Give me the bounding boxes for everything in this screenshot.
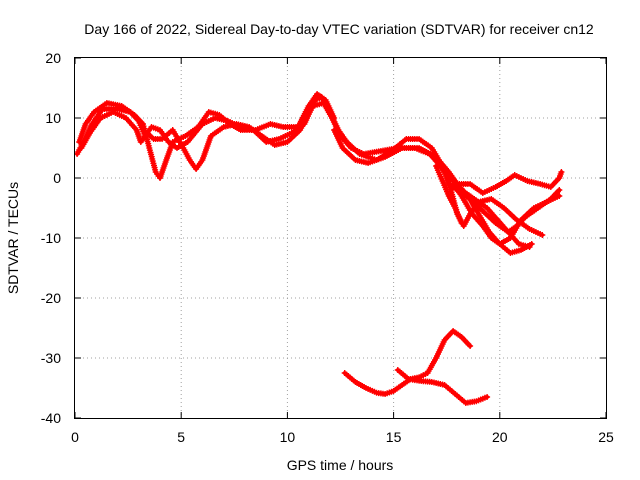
y-axis-label: SDTVAR / TECUs	[5, 182, 21, 294]
x-tick-label: 20	[492, 429, 508, 445]
series-markers	[76, 91, 338, 181]
y-tick-label: 20	[45, 50, 61, 66]
x-tick-labels: 0 5 10 15 20 25	[71, 429, 614, 445]
y-tick-labels: -40 -30 -20 -10 0 10 20	[41, 50, 61, 426]
chart-title: Day 166 of 2022, Sidereal Day-to-day VTE…	[84, 21, 594, 37]
series-markers	[454, 169, 565, 196]
series-markers	[341, 328, 474, 397]
axis-ticks	[74, 57, 607, 419]
series-markers	[445, 181, 563, 235]
series-trace	[79, 101, 534, 255]
x-tick-label: 5	[177, 429, 185, 445]
x-tick-label: 10	[280, 429, 296, 445]
series-markers	[433, 163, 465, 226]
y-tick-label: -20	[41, 290, 61, 306]
series-arc-9	[341, 328, 474, 397]
y-tick-label: 10	[45, 110, 61, 126]
series-arc-6	[445, 181, 563, 235]
series-arc-7	[454, 169, 565, 196]
y-tick-label: -30	[41, 350, 61, 366]
series-arc-1	[76, 91, 338, 181]
series-arc-10	[394, 367, 491, 406]
y-tick-label: -40	[41, 410, 61, 426]
series-arc-8	[433, 163, 465, 226]
series-layer	[74, 91, 565, 406]
grid-lines	[75, 58, 606, 418]
x-tick-label: 0	[71, 429, 79, 445]
series-markers	[394, 367, 491, 406]
x-axis-label: GPS time / hours	[287, 457, 394, 473]
plot-frame	[74, 57, 607, 419]
series-trace	[455, 170, 564, 195]
series-markers	[78, 100, 535, 256]
y-tick-label: -10	[41, 230, 61, 246]
y-tick-label: 0	[53, 170, 61, 186]
x-tick-label: 15	[386, 429, 402, 445]
x-tick-label: 25	[598, 429, 614, 445]
